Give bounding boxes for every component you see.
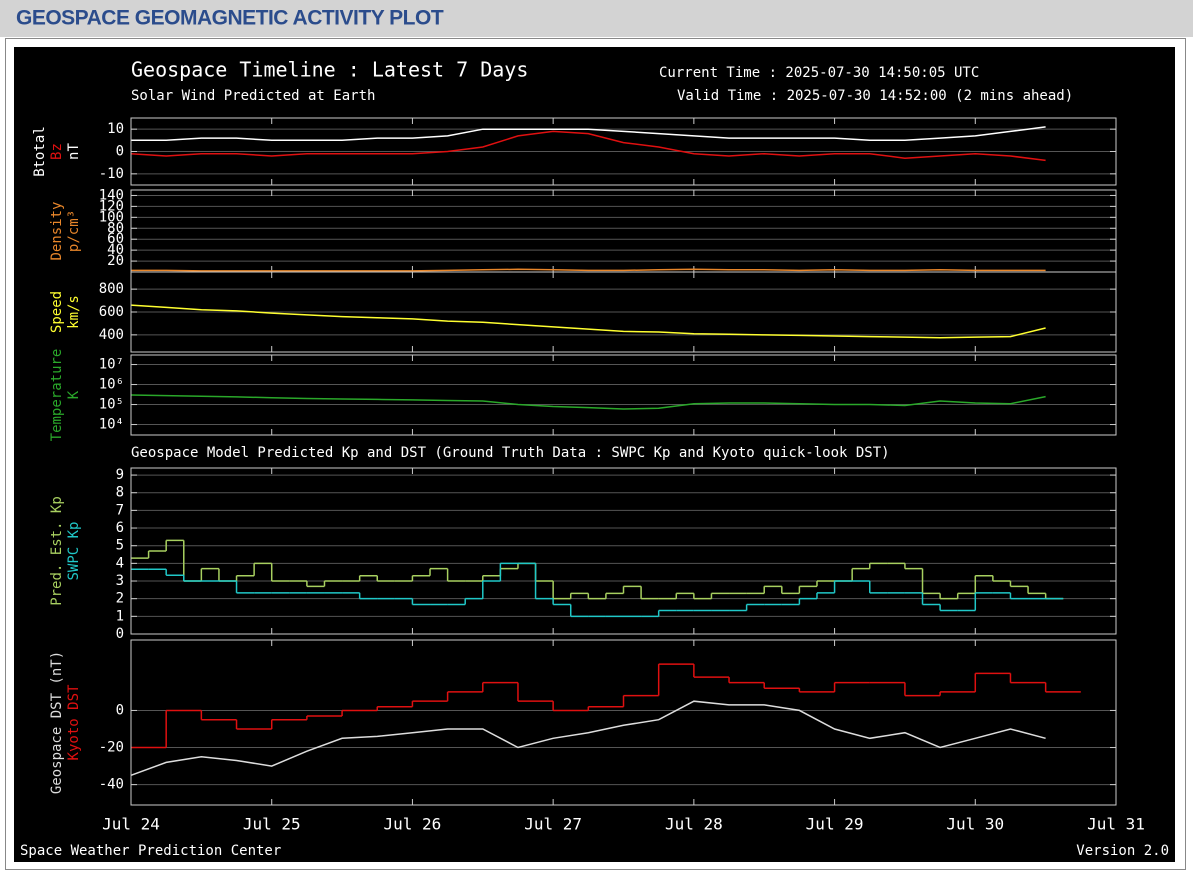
y-axis-label: p/cm³ (66, 210, 82, 252)
y-tick-label: 400 (99, 327, 124, 343)
y-tick-label: 8 (116, 485, 124, 501)
legend-label: Geospace DST (nT) (49, 651, 65, 794)
panel-frame (130, 117, 1117, 186)
x-tick-label: Jul 28 (665, 815, 723, 834)
y-tick-label: 3 (116, 573, 124, 589)
series-line (131, 126, 1046, 142)
y-tick-label: 5 (116, 538, 124, 554)
x-tick-label: Jul 26 (384, 815, 442, 834)
panel-frame (130, 271, 1117, 353)
plot-background (14, 47, 1175, 862)
series-line (130, 130, 1046, 162)
x-tick-label: Jul 31 (1087, 815, 1145, 834)
series-line (130, 304, 1046, 339)
y-axis-label: K (66, 390, 82, 399)
series-line (131, 268, 1046, 272)
y-tick-label: 0 (116, 144, 124, 160)
y-axis-label: km/s (66, 295, 82, 329)
y-tick-label: 120 (99, 198, 124, 214)
y-tick-label: 60 (107, 231, 124, 247)
x-tick-label: Jul 24 (102, 815, 160, 834)
y-tick-label: 10⁵ (99, 397, 124, 413)
series-line (130, 700, 1046, 777)
plot-subtitle: Solar Wind Predicted at Earth (131, 88, 375, 104)
version: Version 2.0 (1076, 843, 1169, 859)
y-tick-label: 140 (99, 187, 124, 203)
legend-label: Temperature (49, 349, 65, 442)
y-tick-label: 10⁷ (99, 357, 124, 373)
y-tick-label: 2 (116, 591, 124, 607)
legend-label: Btotal (32, 126, 48, 177)
panel-frame (130, 354, 1117, 436)
y-tick-label: 80 (107, 220, 124, 236)
y-tick-label: 40 (107, 242, 124, 258)
y-tick-label: 9 (116, 467, 124, 483)
current-time: Current Time : 2025-07-30 14:50:05 UTC (659, 65, 979, 81)
legend-label: SWPC Kp (66, 521, 82, 580)
legend-label: Density (49, 201, 65, 260)
y-tick-label: 4 (116, 555, 124, 571)
header-bar (0, 0, 1193, 37)
y-tick-label: -20 (99, 740, 124, 756)
y-tick-label: 7 (116, 502, 124, 518)
y-tick-label: 10 (107, 121, 124, 137)
valid-time: Valid Time : 2025-07-30 14:52:00 (2 mins… (677, 88, 1073, 104)
y-tick-label: 800 (99, 281, 124, 297)
series-line (130, 394, 1046, 410)
y-tick-label: 10⁶ (99, 377, 124, 393)
y-tick-label: -10 (99, 166, 124, 182)
y-tick-label: 0 (116, 626, 124, 642)
y-tick-label: 0 (116, 702, 124, 718)
legend-label: Bz (49, 143, 65, 160)
y-tick-label: 10⁴ (99, 417, 124, 433)
plot-title: Geospace Timeline : Latest 7 Days (131, 58, 528, 82)
legend-label: Kyoto DST (66, 684, 82, 760)
y-tick-label: -40 (99, 777, 124, 793)
x-tick-label: Jul 25 (243, 815, 301, 834)
header-title: GEOSPACE GEOMAGNETIC ACTIVITY PLOT (16, 7, 444, 30)
y-tick-label: 20 (107, 253, 124, 269)
x-tick-label: Jul 29 (806, 815, 864, 834)
y-tick-label: 1 (116, 608, 124, 624)
panel-frame (130, 467, 1117, 635)
panel-frame (130, 639, 1117, 806)
y-tick-label: 6 (116, 520, 124, 536)
credit: Space Weather Prediction Center (20, 843, 281, 859)
legend-label: Pred. Est. Kp (49, 496, 65, 606)
x-tick-label: Jul 27 (524, 815, 582, 834)
section-title: Geospace Model Predicted Kp and DST (Gro… (131, 445, 890, 461)
y-tick-label: 600 (99, 304, 124, 320)
y-tick-label: 100 (99, 209, 124, 225)
y-axis-label: nT (66, 143, 82, 160)
x-tick-label: Jul 30 (946, 815, 1004, 834)
legend-label: Speed (49, 291, 65, 333)
